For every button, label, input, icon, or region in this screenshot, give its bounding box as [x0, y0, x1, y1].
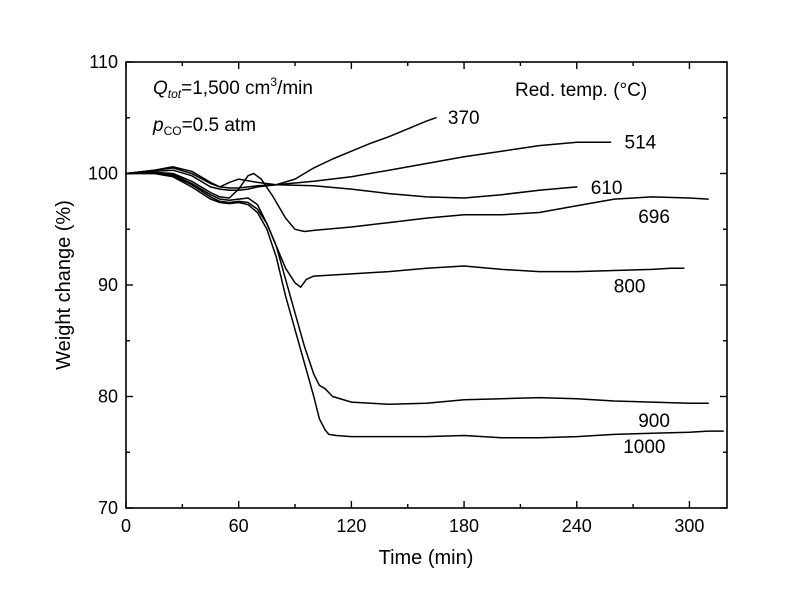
y-tick-label: 70 [98, 498, 118, 518]
y-tick-label: 80 [98, 387, 118, 407]
series-line-514 [125, 141, 612, 189]
series-label-1000: 1000 [623, 437, 665, 458]
pressure-annotation: pCO=0.5 atm [152, 115, 256, 138]
series-label-370: 370 [448, 108, 480, 129]
x-tick-label: 300 [674, 516, 704, 536]
series-label-800: 800 [614, 276, 646, 297]
axis-ticks: 0 60 120 180 240 300 70 80 90 100 110 [88, 52, 727, 536]
y-axis-title: Weight change (%) [53, 200, 75, 370]
y-tick-label: 110 [89, 52, 118, 72]
x-axis-title: Time (min) [379, 547, 474, 569]
y-tick-label: 100 [88, 164, 118, 184]
series-label-514: 514 [625, 132, 657, 153]
series-line-900 [125, 172, 709, 406]
x-tick-label: 120 [336, 516, 366, 536]
series-lines: 370 514 610 696 800 900 1000 [125, 108, 724, 458]
series-label-900: 900 [638, 411, 670, 432]
x-tick-label: 180 [449, 516, 479, 536]
series-line-1000 [125, 172, 724, 439]
series-label-610: 610 [591, 178, 623, 199]
x-tick-label: 0 [121, 516, 131, 536]
x-tick-label: 240 [562, 516, 592, 536]
flow-rate-annotation: Qtot=1,500 cm3/min [153, 75, 313, 101]
series-label-696: 696 [638, 207, 670, 228]
x-tick-label: 60 [229, 516, 249, 536]
y-tick-label: 90 [98, 275, 118, 295]
series-line-696 [125, 171, 709, 233]
series-line-800 [125, 171, 685, 288]
series-line-610 [125, 167, 578, 199]
legend-title: Red. temp. (°C) [515, 80, 647, 101]
